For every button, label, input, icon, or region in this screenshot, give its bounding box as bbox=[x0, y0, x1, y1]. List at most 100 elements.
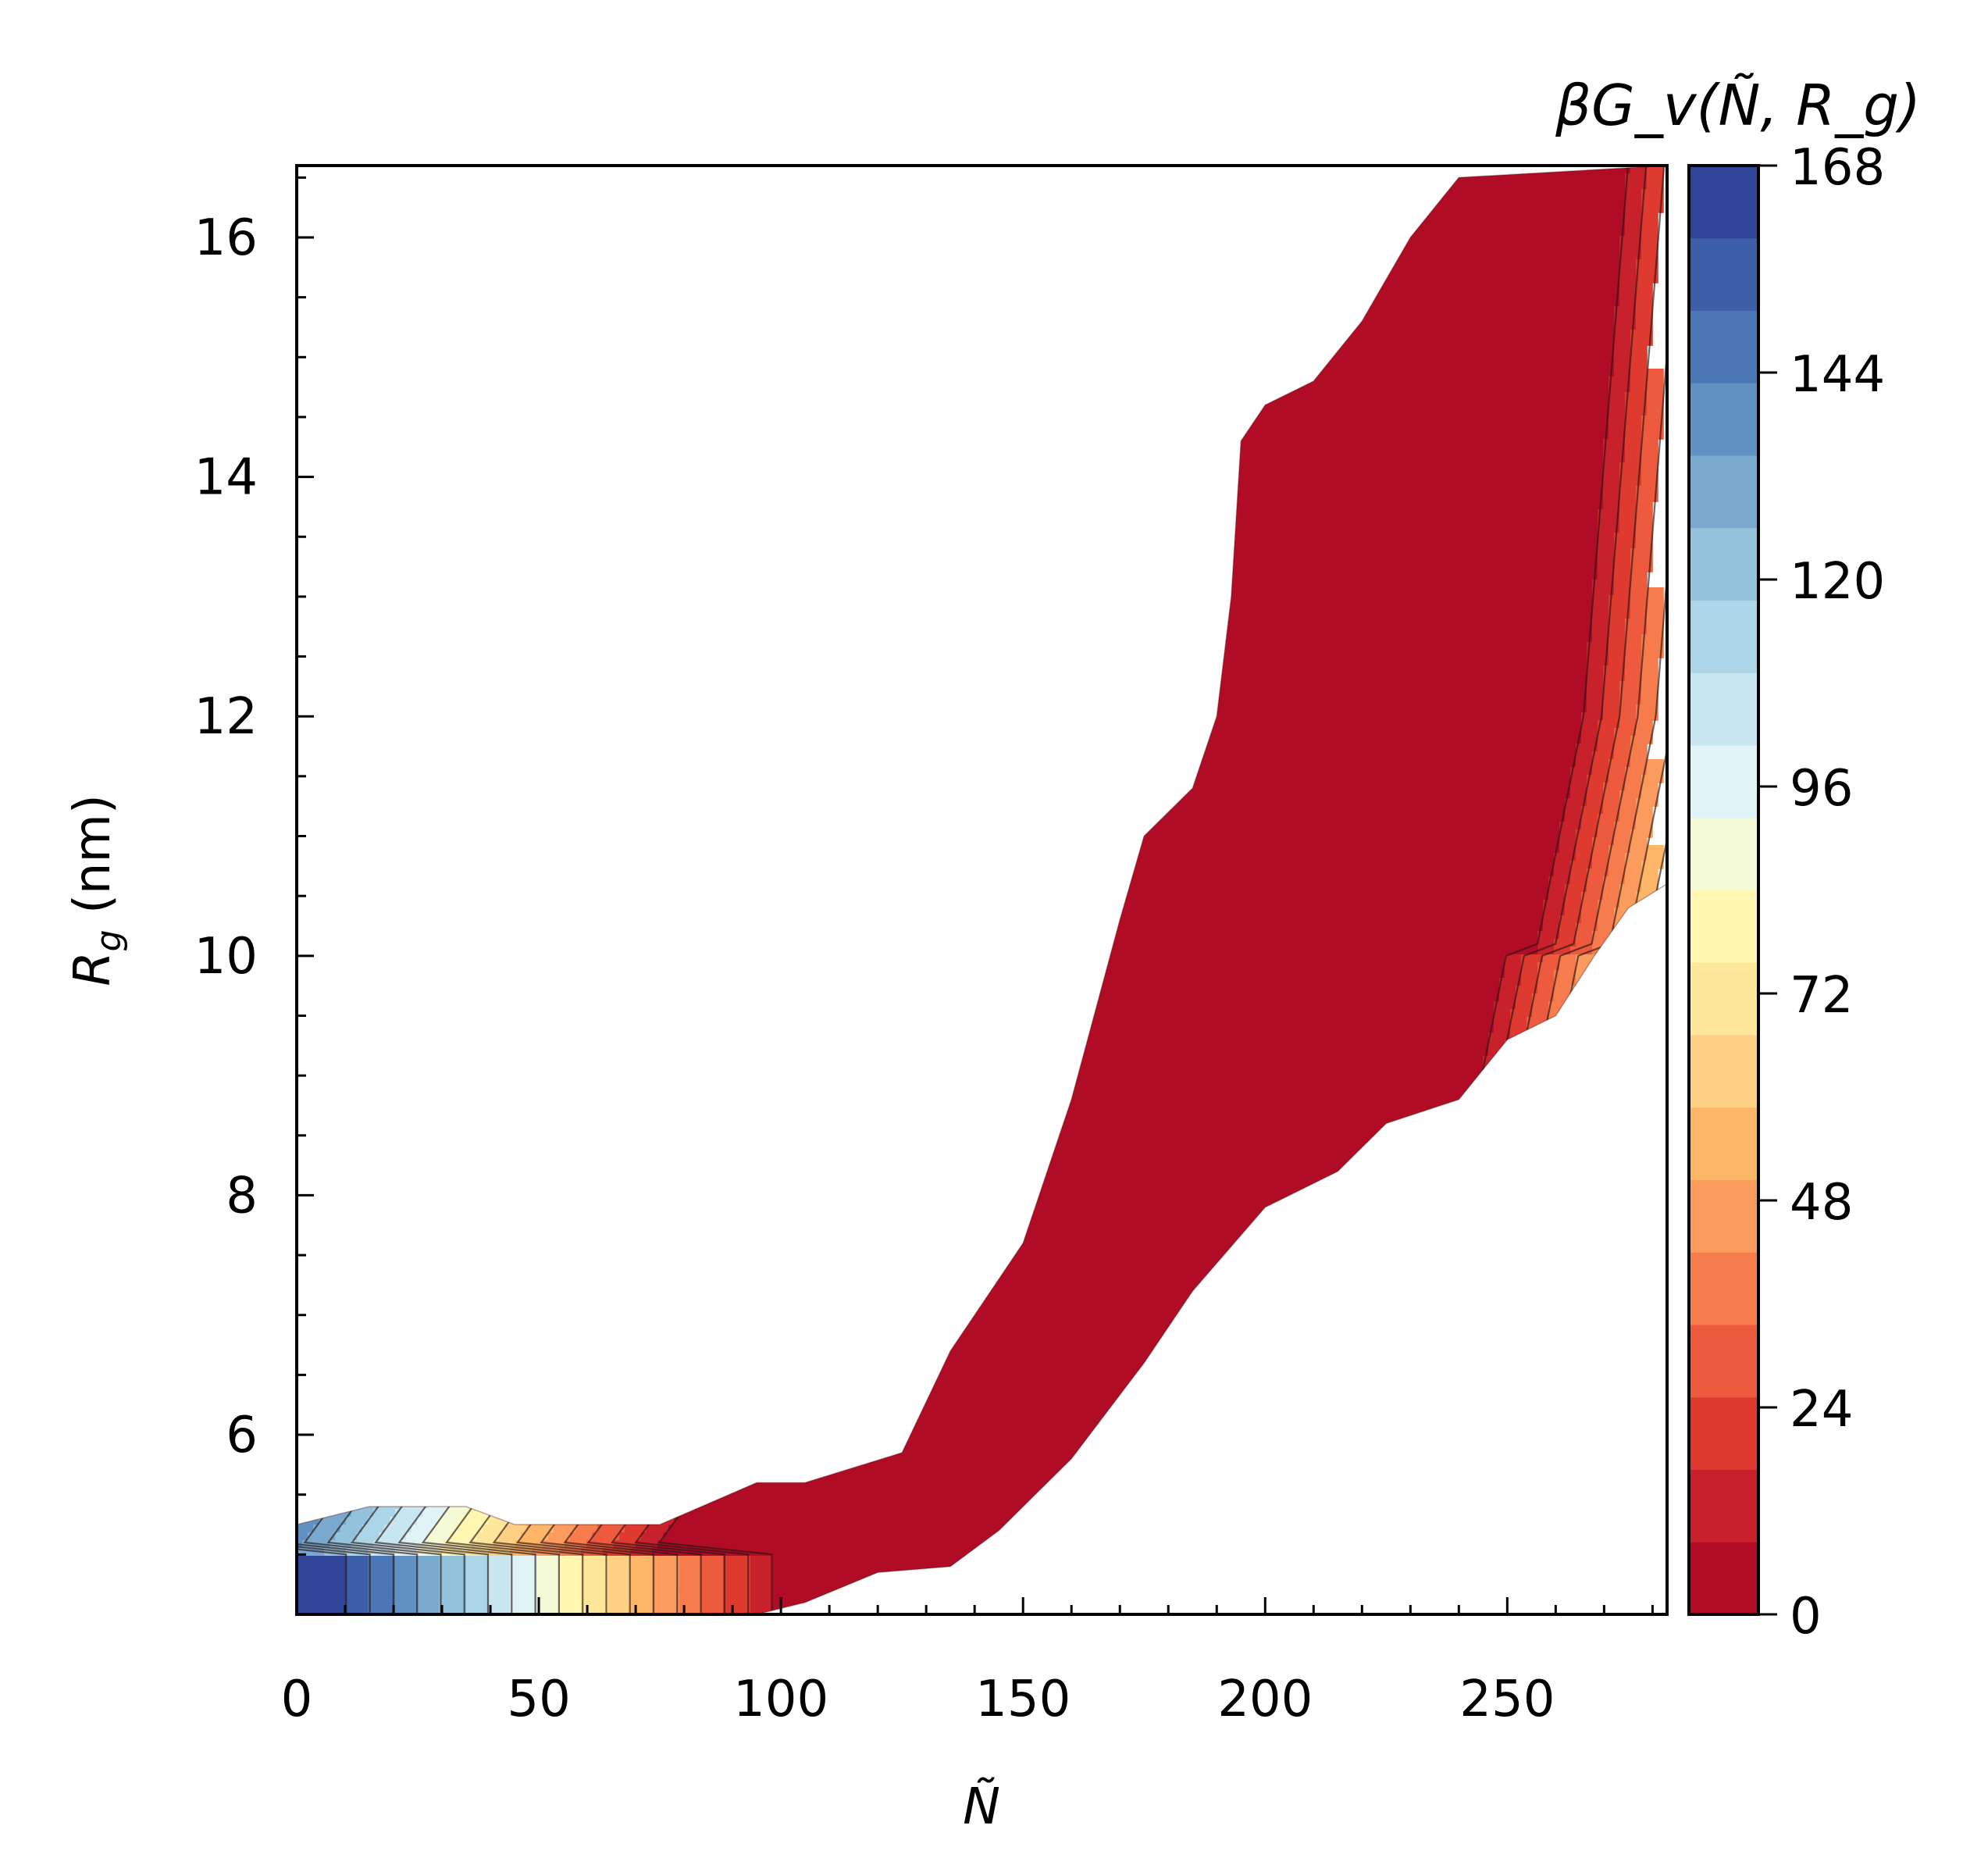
contour-cell bbox=[1603, 665, 1626, 674]
contour-cell bbox=[1614, 564, 1631, 572]
contour-cell bbox=[767, 455, 789, 463]
contour-cell bbox=[297, 767, 543, 776]
contour-cell bbox=[898, 1040, 921, 1049]
contour-cell bbox=[1466, 1150, 1484, 1158]
contour-cell bbox=[767, 829, 789, 838]
contour-cell bbox=[297, 501, 571, 510]
contour-cell bbox=[1636, 1103, 1658, 1111]
contour-cell bbox=[887, 704, 910, 713]
contour-cell bbox=[641, 868, 664, 877]
contour-cell bbox=[477, 1236, 505, 1244]
contour-cell bbox=[1641, 1236, 1658, 1244]
contour-cell bbox=[592, 1368, 620, 1377]
contour-cell bbox=[1598, 540, 1615, 549]
contour-cell bbox=[297, 673, 560, 682]
contour-cell bbox=[586, 1282, 609, 1291]
contour-cell bbox=[657, 314, 680, 323]
contour-cell bbox=[657, 291, 686, 299]
contour-cell bbox=[1576, 1064, 1593, 1072]
contour-cell bbox=[526, 853, 549, 861]
contour-cell bbox=[936, 931, 1538, 940]
contour-cell bbox=[947, 517, 975, 526]
contour-cell bbox=[1499, 1173, 1516, 1182]
contour-cell bbox=[1466, 1142, 1489, 1150]
contour-cell bbox=[854, 228, 877, 237]
contour-cell bbox=[521, 1243, 543, 1252]
contour-cell bbox=[548, 1532, 571, 1541]
contour-cell bbox=[964, 603, 992, 612]
contour-cell bbox=[1625, 767, 1648, 776]
contour-cell bbox=[1401, 1493, 1418, 1502]
contour-cell bbox=[592, 1134, 615, 1143]
contour-cell bbox=[668, 1462, 691, 1471]
contour-cell bbox=[800, 1048, 822, 1057]
contour-cell bbox=[789, 837, 811, 846]
contour-cell bbox=[821, 330, 844, 338]
contour-cell bbox=[297, 1556, 347, 1564]
contour-cell bbox=[772, 369, 795, 377]
contour-cell bbox=[761, 470, 789, 479]
contour-cell bbox=[1532, 1095, 1549, 1104]
contour-cell bbox=[1614, 556, 1631, 565]
contour-cell bbox=[636, 322, 658, 330]
contour-cell bbox=[1330, 1368, 1347, 1377]
contour-cell bbox=[1434, 1446, 1451, 1455]
contour-cell bbox=[1537, 1150, 1555, 1158]
contour-cell bbox=[625, 845, 647, 854]
contour-cell bbox=[772, 1189, 795, 1197]
contour-cell bbox=[521, 1017, 549, 1025]
contour-cell bbox=[297, 1095, 505, 1104]
contour-cell bbox=[685, 298, 707, 307]
contour-cell bbox=[696, 1423, 718, 1432]
contour-cell bbox=[297, 1439, 308, 1447]
contour-cell bbox=[647, 1392, 675, 1400]
contour-cell bbox=[630, 673, 653, 682]
contour-cell bbox=[739, 1103, 768, 1111]
contour-cell bbox=[991, 259, 1019, 268]
contour-cell bbox=[832, 486, 855, 494]
contour-cell bbox=[586, 900, 615, 908]
contour-cell bbox=[1275, 1540, 1292, 1549]
contour-cell bbox=[854, 1236, 882, 1244]
contour-cell bbox=[1587, 1361, 1604, 1369]
contour-cell bbox=[488, 1415, 516, 1424]
contour-cell bbox=[1450, 1329, 1467, 1338]
contour-cell bbox=[838, 689, 866, 697]
contour-cell bbox=[1406, 1485, 1423, 1494]
contour-cell bbox=[701, 1478, 1249, 1486]
contour-cell bbox=[816, 1087, 839, 1096]
contour-cell bbox=[297, 1220, 467, 1229]
contour-cell bbox=[565, 1040, 587, 1049]
contour-cell bbox=[1319, 1556, 1336, 1564]
contour-cell bbox=[953, 486, 975, 494]
contour-cell bbox=[537, 806, 560, 815]
contour-cell bbox=[346, 1564, 369, 1572]
contour-cell bbox=[892, 783, 921, 791]
contour-cell bbox=[980, 431, 1003, 440]
contour-cell bbox=[1291, 1446, 1309, 1455]
contour-cell bbox=[1609, 1306, 1626, 1314]
contour-cell bbox=[723, 923, 751, 932]
contour-cell bbox=[1636, 1111, 1653, 1119]
contour-cell bbox=[1581, 1126, 1598, 1135]
contour-cell bbox=[690, 1337, 713, 1346]
contour-cell bbox=[297, 681, 560, 690]
contour-cell bbox=[865, 681, 888, 690]
contour-cell bbox=[1598, 736, 1615, 744]
contour-cell bbox=[1018, 267, 1620, 276]
contour-cell bbox=[745, 1392, 768, 1400]
contour-cell bbox=[985, 673, 1587, 682]
contour-cell bbox=[395, 1564, 418, 1572]
contour-cell bbox=[898, 876, 926, 885]
contour-cell bbox=[1477, 1173, 1500, 1182]
contour-cell bbox=[608, 314, 636, 323]
contour-cell bbox=[1532, 1009, 1549, 1018]
contour-cell bbox=[887, 954, 915, 963]
contour-cell bbox=[947, 259, 970, 268]
contour-cell bbox=[614, 275, 636, 284]
contour-cell bbox=[488, 1321, 511, 1330]
contour-cell bbox=[756, 1275, 784, 1283]
contour-cell bbox=[614, 876, 642, 885]
contour-cell bbox=[297, 1118, 500, 1127]
contour-cell bbox=[1002, 431, 1609, 440]
